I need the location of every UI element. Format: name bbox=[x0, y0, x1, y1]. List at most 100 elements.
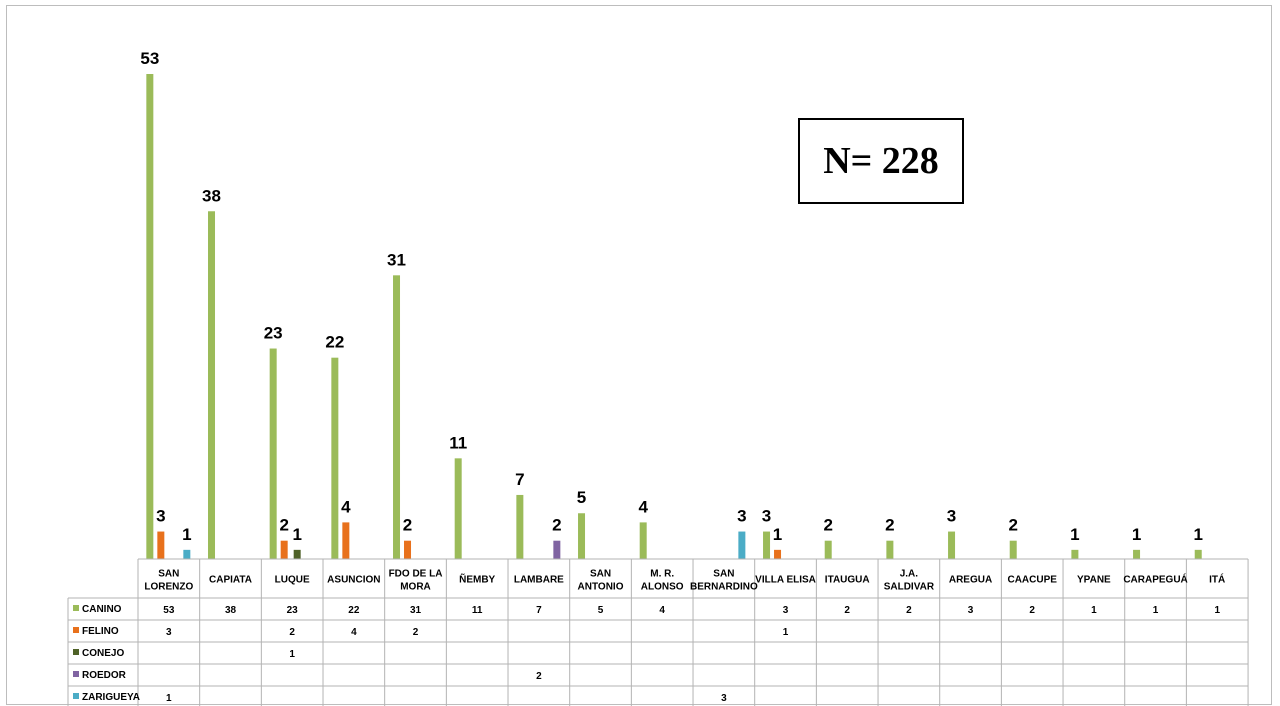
bar bbox=[578, 513, 586, 559]
bar bbox=[454, 458, 462, 559]
bar-value-label: 1 bbox=[182, 525, 191, 544]
bar-value-label: 31 bbox=[387, 250, 406, 269]
category-label: SALDIVAR bbox=[884, 582, 935, 593]
table-cell: 3 bbox=[166, 627, 172, 638]
table-cell: 1 bbox=[1153, 605, 1159, 616]
category-label: ANTONIO bbox=[578, 582, 624, 593]
legend-key bbox=[73, 649, 79, 655]
table-cell: 2 bbox=[413, 627, 419, 638]
bar bbox=[183, 549, 191, 559]
category-label: LAMBARE bbox=[514, 575, 564, 586]
table-cell: 2 bbox=[1029, 605, 1035, 616]
table-cell: 1 bbox=[1214, 605, 1220, 616]
bar bbox=[639, 522, 647, 559]
bar bbox=[553, 540, 561, 559]
bar-value-label: 22 bbox=[325, 333, 344, 352]
series-name: ZARIGUEYA bbox=[82, 692, 140, 703]
legend-key bbox=[73, 605, 79, 611]
category-label: ASUNCION bbox=[327, 575, 380, 586]
table-cell: 2 bbox=[289, 627, 295, 638]
bar bbox=[280, 540, 288, 559]
bar bbox=[146, 74, 154, 559]
legend-key bbox=[73, 627, 79, 633]
bar bbox=[393, 275, 401, 559]
series-name: FELINO bbox=[82, 626, 119, 637]
category-label: M. R. bbox=[650, 569, 674, 580]
category-label: SAN bbox=[713, 569, 734, 580]
bar-value-label: 23 bbox=[264, 324, 283, 343]
bar bbox=[269, 348, 277, 559]
bar-value-label: 3 bbox=[737, 507, 746, 526]
series-name: CONEJO bbox=[82, 648, 124, 659]
bar bbox=[886, 540, 894, 559]
table-cell: 5 bbox=[598, 605, 604, 616]
sample-size-label: N= 228 bbox=[823, 140, 939, 182]
category-label: SAN bbox=[158, 569, 179, 580]
table-cell: 23 bbox=[287, 605, 299, 616]
category-label: YPANE bbox=[1077, 575, 1111, 586]
bar-value-label: 2 bbox=[279, 516, 288, 535]
table-cell: 1 bbox=[289, 649, 295, 660]
bar bbox=[738, 531, 746, 559]
table-cell: 31 bbox=[410, 605, 422, 616]
category-label: ALONSO bbox=[641, 582, 684, 593]
table-cell: 4 bbox=[351, 627, 357, 638]
category-label: AREGUA bbox=[949, 575, 992, 586]
chart-frame bbox=[6, 5, 1272, 705]
bar-value-label: 2 bbox=[823, 516, 832, 535]
table-cell: 7 bbox=[536, 605, 542, 616]
category-label: MORA bbox=[400, 582, 431, 593]
bar bbox=[1009, 540, 1017, 559]
bar-value-label: 11 bbox=[449, 433, 467, 452]
bar bbox=[404, 540, 412, 559]
category-label: CARAPEGUÁ bbox=[1123, 573, 1187, 586]
table-cell: 3 bbox=[783, 605, 789, 616]
bar-value-label: 2 bbox=[552, 516, 561, 535]
bar-value-label: 3 bbox=[156, 507, 165, 526]
bar bbox=[516, 494, 524, 559]
table-cell: 3 bbox=[968, 605, 974, 616]
bar-value-label: 2 bbox=[885, 516, 894, 535]
bar-value-label: 7 bbox=[515, 470, 524, 489]
category-label: LORENZO bbox=[144, 582, 193, 593]
table-cell: 1 bbox=[166, 693, 172, 704]
bar-value-label: 3 bbox=[947, 507, 956, 526]
bar bbox=[1071, 549, 1079, 559]
series-name: ROEDOR bbox=[82, 670, 127, 681]
category-label: ÑEMBY bbox=[459, 573, 495, 586]
bar bbox=[824, 540, 832, 559]
bar-value-label: 2 bbox=[403, 516, 412, 535]
bar-value-label: 53 bbox=[140, 49, 159, 68]
category-label: VILLA ELISA bbox=[755, 575, 816, 586]
table-cell: 38 bbox=[225, 605, 237, 616]
category-label: LUQUE bbox=[275, 575, 310, 586]
table-cell: 53 bbox=[163, 605, 175, 616]
table-cell: 1 bbox=[1091, 605, 1097, 616]
category-label: CAPIATA bbox=[209, 575, 252, 586]
category-label: ITAUGUA bbox=[825, 575, 870, 586]
bar bbox=[331, 357, 339, 559]
series-name: CANINO bbox=[82, 604, 122, 615]
bar-value-label: 1 bbox=[773, 525, 782, 544]
category-label: SAN bbox=[590, 569, 611, 580]
category-label: CAACUPE bbox=[1007, 575, 1057, 586]
bar-value-label: 2 bbox=[1008, 516, 1017, 535]
category-label: ITÁ bbox=[1209, 573, 1225, 586]
category-label: BERNARDINO bbox=[690, 582, 758, 593]
bar bbox=[293, 549, 301, 559]
category-label: FDO DE LA bbox=[389, 569, 443, 580]
legend-key bbox=[73, 671, 79, 677]
table-cell: 22 bbox=[348, 605, 360, 616]
bar-value-label: 3 bbox=[762, 507, 771, 526]
bar-value-label: 1 bbox=[1132, 525, 1141, 544]
bar-value-label: 4 bbox=[341, 497, 351, 516]
category-label: J.A. bbox=[900, 569, 919, 580]
bar-value-label: 4 bbox=[638, 497, 648, 516]
bar-value-label: 1 bbox=[292, 525, 301, 544]
table-cell: 11 bbox=[472, 605, 483, 616]
sample-size-box: N= 228 bbox=[798, 118, 964, 204]
bar bbox=[1194, 549, 1202, 559]
table-cell: 2 bbox=[844, 605, 850, 616]
legend-key bbox=[73, 693, 79, 699]
